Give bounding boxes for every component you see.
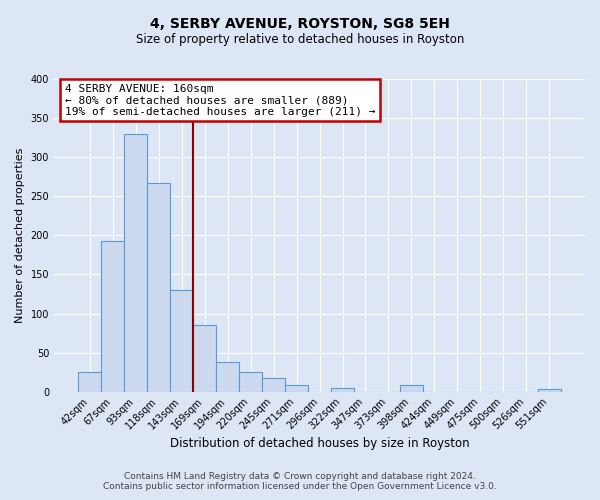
Text: 4, SERBY AVENUE, ROYSTON, SG8 5EH: 4, SERBY AVENUE, ROYSTON, SG8 5EH <box>150 18 450 32</box>
Bar <box>239 372 262 392</box>
Bar <box>101 241 124 392</box>
Bar <box>78 372 101 392</box>
Bar <box>400 386 423 392</box>
Bar <box>285 386 308 392</box>
Bar <box>193 325 216 392</box>
Y-axis label: Number of detached properties: Number of detached properties <box>15 148 25 323</box>
Bar <box>170 290 193 392</box>
Text: Contains public sector information licensed under the Open Government Licence v3: Contains public sector information licen… <box>103 482 497 491</box>
Bar <box>147 183 170 392</box>
Text: 4 SERBY AVENUE: 160sqm
← 80% of detached houses are smaller (889)
19% of semi-de: 4 SERBY AVENUE: 160sqm ← 80% of detached… <box>65 84 375 117</box>
Bar <box>124 134 147 392</box>
Bar <box>262 378 285 392</box>
Text: Contains HM Land Registry data © Crown copyright and database right 2024.: Contains HM Land Registry data © Crown c… <box>124 472 476 481</box>
Text: Size of property relative to detached houses in Royston: Size of property relative to detached ho… <box>136 32 464 46</box>
Bar <box>216 362 239 392</box>
Bar <box>331 388 354 392</box>
X-axis label: Distribution of detached houses by size in Royston: Distribution of detached houses by size … <box>170 437 469 450</box>
Bar <box>538 390 561 392</box>
